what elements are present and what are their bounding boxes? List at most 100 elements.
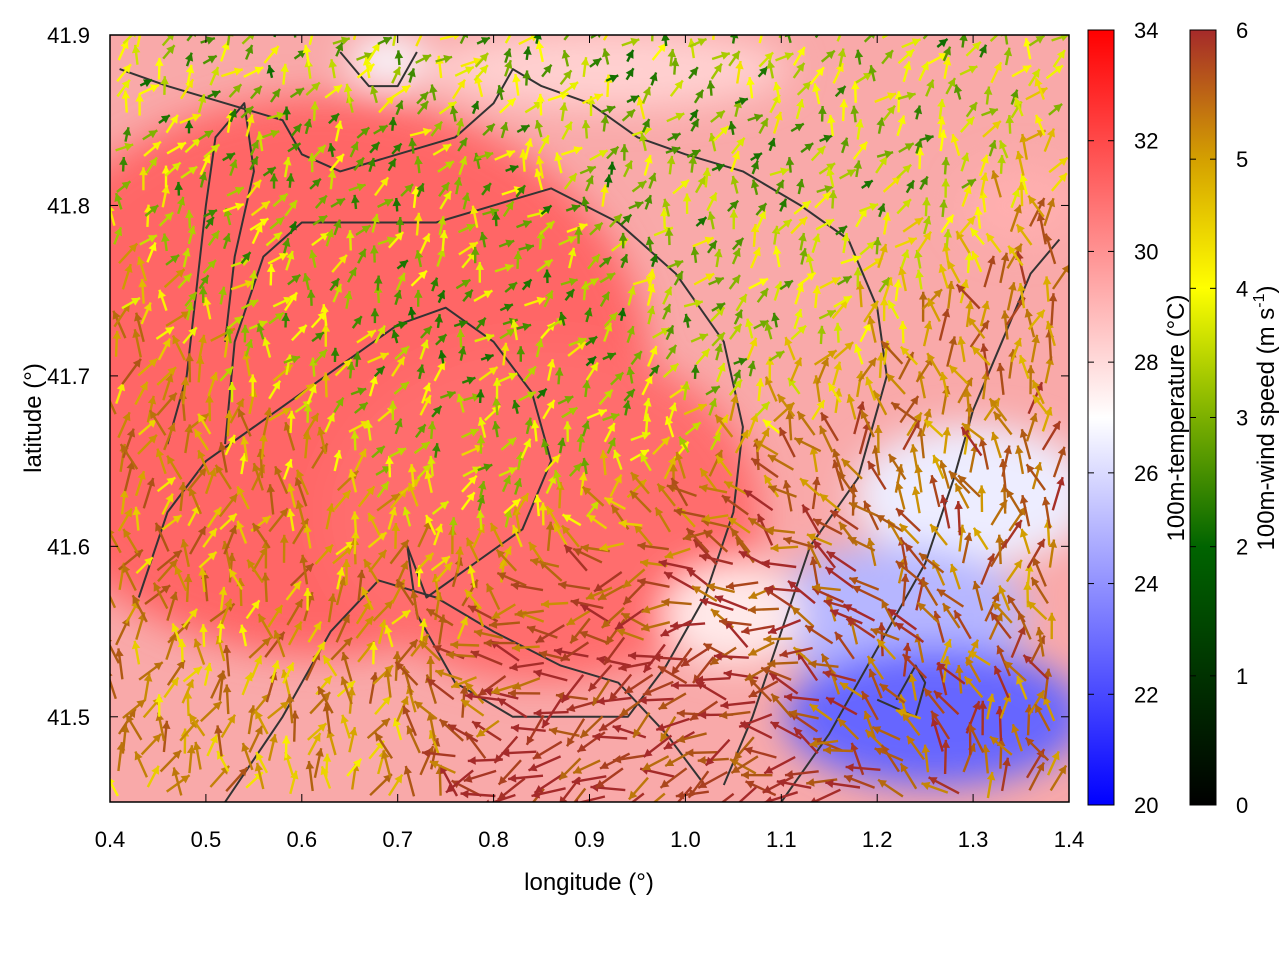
wind-arrow-head	[902, 654, 912, 663]
wind-arrow-head	[902, 642, 912, 652]
wind-arrow-head	[942, 57, 952, 66]
wind-arrow-head	[114, 193, 123, 202]
wind-arrow-head	[216, 620, 226, 629]
wind-arrow-head	[644, 195, 653, 204]
wind-arrow-head	[527, 625, 536, 634]
wind-arrow-head	[284, 459, 293, 469]
wind-arrow-head	[987, 255, 996, 265]
wind-arrow-head	[825, 219, 835, 227]
wind-arrow-head	[1006, 489, 1015, 499]
wind-arrow-head	[456, 329, 465, 338]
wind-arrow-head	[731, 528, 740, 538]
wind-arrow-head	[648, 23, 657, 31]
wind-arrow-head	[343, 83, 353, 93]
wind-arrow-head	[598, 592, 607, 600]
wind-arrow-head	[1036, 539, 1045, 548]
wind-arrow-head	[798, 233, 807, 242]
wind-arrow-head	[317, 145, 326, 154]
wind-arrow-head	[511, 499, 521, 508]
wind-arrow-head	[185, 679, 194, 689]
wind-arrow-head	[943, 603, 951, 613]
wind-vectors	[110, 23, 1069, 802]
wind-arrow-head	[832, 449, 841, 458]
wind-arrow-head	[936, 663, 946, 672]
wind-arrow-head	[764, 475, 773, 485]
wind-arrow-head	[794, 727, 803, 737]
wind-arrow-head	[823, 598, 833, 608]
wind-arrow-head	[335, 154, 344, 163]
wind-arrow-head	[823, 745, 832, 755]
wind-arrow-head	[783, 280, 793, 289]
wind-arrow-head	[661, 598, 670, 607]
wind-arrow-head	[401, 666, 410, 675]
wind-arrow-head	[237, 486, 245, 496]
colorbar-tick-label: 28	[1134, 350, 1158, 375]
wind-arrow-head	[770, 543, 779, 553]
wind-arrow-head	[491, 211, 501, 220]
wind-arrow-head	[467, 756, 476, 765]
wind-arrow-head	[656, 723, 666, 732]
wind-arrow-head	[914, 249, 923, 259]
wind-arrow-head	[353, 316, 362, 326]
wind-arrow-head	[738, 294, 747, 304]
wind-arrow-head	[732, 248, 741, 258]
wind-arrow-head	[204, 130, 213, 139]
wind-arrow-head	[548, 726, 558, 736]
wind-arrow-head	[949, 365, 958, 374]
wind-arrow-head	[166, 35, 174, 41]
wind-arrow-head	[333, 450, 342, 459]
wind-arrow-head	[597, 409, 607, 417]
wind-arrow-head	[112, 310, 121, 320]
wind-arrow-head	[188, 327, 197, 337]
wind-arrow-head	[442, 144, 452, 152]
wind-arrow-head	[881, 277, 890, 287]
wind-arrow-head	[121, 90, 131, 99]
wind-arrow-head	[760, 401, 770, 411]
wind-arrow-head	[600, 184, 609, 193]
wind-arrow-head	[835, 631, 844, 641]
wind-arrow-head	[765, 584, 774, 594]
wind-arrow-head	[1035, 35, 1045, 44]
wind-arrow-head	[930, 524, 939, 534]
wind-arrow	[226, 35, 231, 46]
wind-arrow-head	[433, 121, 442, 131]
wind-arrow-head	[369, 642, 378, 650]
wind-arrow-head	[467, 565, 476, 574]
wind-arrow-head	[202, 154, 211, 164]
wind-arrow-head	[236, 398, 244, 408]
wind-arrow-head	[831, 277, 841, 285]
wind-arrow-head	[378, 619, 388, 629]
wind-arrow-head	[358, 448, 367, 458]
wind-arrow-head	[161, 585, 171, 594]
wind-arrow-head	[260, 201, 270, 210]
wind-arrow-head	[772, 246, 782, 255]
wind-arrow-head	[370, 85, 379, 95]
wind-arrow-head	[830, 609, 839, 618]
wind-arrow-head	[429, 84, 438, 94]
wind-arrow-head	[734, 309, 743, 319]
wind-arrow-head	[842, 276, 852, 284]
wind-arrow-head	[698, 780, 708, 788]
wind-arrow-head	[738, 551, 748, 559]
wind-arrow-head	[180, 775, 190, 784]
wind-arrow-head	[381, 750, 390, 760]
wind-arrow-head	[394, 232, 404, 241]
wind-arrow-head	[327, 593, 337, 603]
wind-arrow-head	[779, 427, 788, 437]
wind-arrow-head	[813, 518, 822, 527]
wind-arrow-head	[1035, 627, 1045, 636]
wind-arrow-head	[990, 736, 999, 745]
wind-arrow-head	[986, 553, 995, 563]
wind-arrow-head	[330, 113, 339, 123]
wind-arrow-head	[755, 378, 765, 387]
wind-arrow-head	[361, 225, 371, 234]
wind-arrow-head	[126, 714, 134, 724]
wind-arrow-head	[963, 388, 972, 397]
wind-arrow-head	[610, 412, 620, 421]
wind-arrow-head	[182, 273, 192, 283]
wind-arrow-head	[806, 778, 815, 787]
wind-arrow-head	[733, 751, 743, 761]
wind-arrow-head	[244, 106, 254, 115]
wind-arrow-head	[796, 179, 805, 188]
wind-arrow-head	[823, 134, 833, 143]
